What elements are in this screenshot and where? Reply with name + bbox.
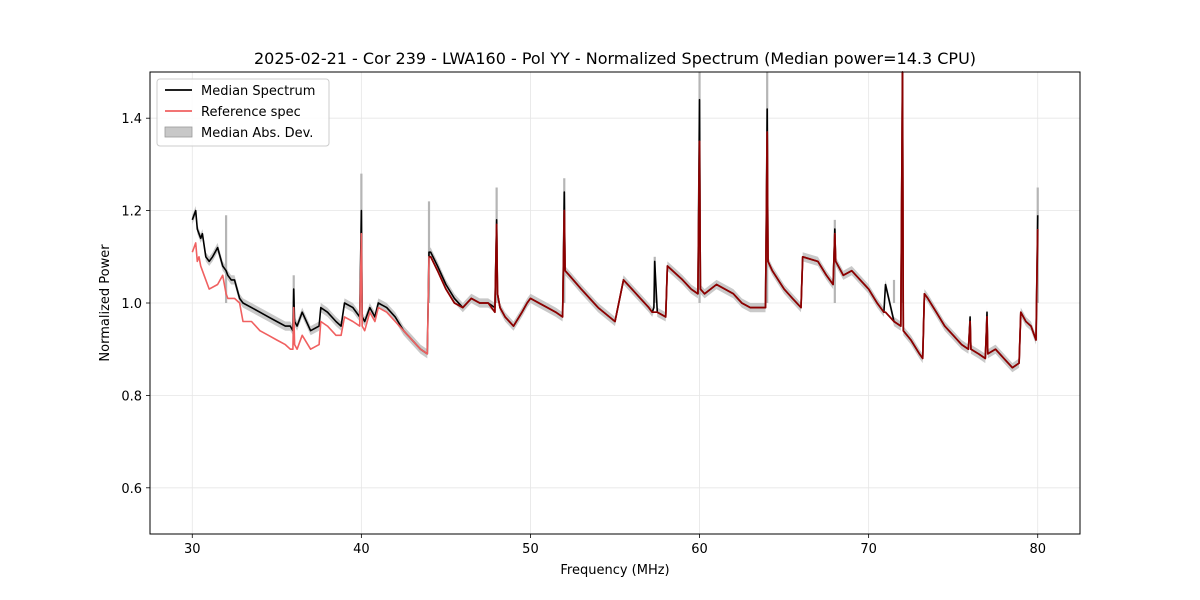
y-tick-label: 1.4: [121, 112, 142, 127]
x-tick-label: 40: [353, 542, 370, 557]
x-axis-label: Frequency (MHz): [560, 563, 669, 578]
y-tick-label: 1.2: [121, 205, 142, 220]
x-tick-label: 60: [691, 542, 708, 557]
overlap-line: [429, 71, 1039, 369]
y-tick-label: 1.0: [121, 297, 142, 312]
x-tick-label: 70: [860, 542, 877, 557]
legend-reference-label: Reference spec: [201, 105, 301, 120]
legend-median-label: Median Spectrum: [201, 84, 315, 99]
legend: Median Spectrum Reference spec Median Ab…: [156, 78, 330, 147]
legend-box: [156, 78, 330, 147]
x-axis-ticks: 30 40 50 60 70 80: [184, 534, 1046, 557]
series-lines: [191, 71, 1039, 369]
legend-mad-swatch: [164, 126, 193, 138]
y-axis-label: Normalized Power: [98, 244, 113, 362]
x-tick-label: 80: [1029, 542, 1046, 557]
y-tick-label: 0.6: [121, 482, 142, 497]
x-tick-label: 50: [522, 542, 539, 557]
y-tick-label: 0.8: [121, 389, 142, 404]
x-tick-label: 30: [184, 542, 201, 557]
y-axis-ticks: 0.6 0.8 1.0 1.2 1.4: [121, 112, 150, 497]
legend-mad-label: Median Abs. Dev.: [201, 126, 313, 141]
chart-title: 2025-02-21 - Cor 239 - LWA160 - Pol YY -…: [254, 49, 976, 68]
